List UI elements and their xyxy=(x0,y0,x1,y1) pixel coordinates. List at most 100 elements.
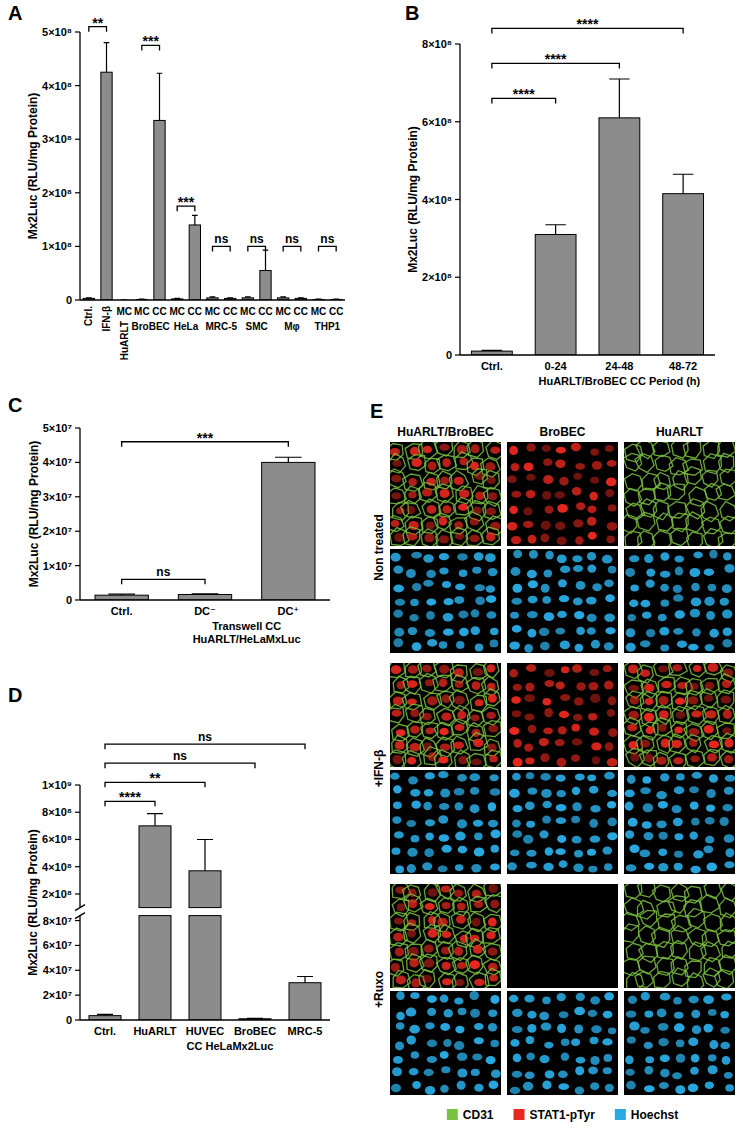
nucleus xyxy=(475,596,485,604)
nucleus xyxy=(560,565,570,573)
stained-nucleus xyxy=(571,754,580,762)
nucleus xyxy=(588,1010,597,1017)
nucleus xyxy=(393,566,403,574)
nucleus xyxy=(640,600,650,608)
stained-nucleus xyxy=(524,463,534,472)
cell-outline xyxy=(435,442,453,456)
significance-label: ** xyxy=(92,15,103,31)
stained-nucleus xyxy=(607,709,616,717)
nucleus xyxy=(488,1010,497,1017)
stained-nucleus xyxy=(422,488,432,496)
nucleus xyxy=(544,569,553,577)
bar xyxy=(139,826,171,908)
nucleus xyxy=(645,1056,654,1063)
nucleus xyxy=(604,642,614,650)
nucleus xyxy=(658,1038,668,1046)
nucleus xyxy=(541,789,552,798)
cell-outline xyxy=(689,663,706,677)
nucleus xyxy=(423,580,433,587)
category-label: MC xyxy=(205,306,221,317)
stained-nucleus xyxy=(571,443,581,451)
stained-nucleus xyxy=(488,492,497,500)
legend-label: CD31 xyxy=(463,1108,494,1122)
significance-label: ns xyxy=(156,565,170,579)
y-tick xyxy=(75,496,80,497)
plot-area xyxy=(471,79,703,355)
nucleus xyxy=(511,598,522,605)
stained-nucleus xyxy=(471,714,480,721)
nucleus xyxy=(557,611,567,618)
y-tick-label: 3×10⁸ xyxy=(42,133,72,145)
cell-outline xyxy=(688,928,707,947)
stained-nucleus xyxy=(407,757,416,765)
stained-nucleus xyxy=(555,739,565,746)
nucleus xyxy=(526,1053,535,1061)
nucleus xyxy=(646,579,655,587)
significance-bracket xyxy=(283,246,301,251)
stained-nucleus xyxy=(523,507,532,515)
nucleus xyxy=(604,614,615,622)
nucleus xyxy=(691,818,699,826)
nucleus xyxy=(439,641,448,649)
bar xyxy=(260,271,271,300)
stained-nucleus xyxy=(557,537,567,546)
stained-nucleus xyxy=(606,478,617,487)
nucleus xyxy=(590,1056,599,1065)
nucleus xyxy=(589,819,598,828)
cell-outline xyxy=(669,752,686,767)
stained-nucleus xyxy=(524,744,533,752)
nucleus xyxy=(561,1039,570,1046)
nucleus xyxy=(455,583,465,590)
nucleus xyxy=(526,850,536,857)
stained-nucleus xyxy=(487,476,496,484)
category-label: MC xyxy=(116,306,132,317)
micrograph xyxy=(507,884,618,988)
stained-nucleus xyxy=(608,504,617,511)
significance-label: ** xyxy=(150,770,161,786)
stained-nucleus xyxy=(425,903,435,910)
nucleus xyxy=(456,641,464,649)
y-tick xyxy=(75,599,80,600)
nucleus xyxy=(605,1084,614,1092)
stained-nucleus xyxy=(408,899,417,908)
cell-outline xyxy=(715,970,734,989)
category-label: HuARLT xyxy=(133,1025,176,1037)
nucleus xyxy=(486,611,496,618)
cell-outline xyxy=(626,943,643,959)
stained-nucleus xyxy=(439,678,448,687)
nucleus xyxy=(490,845,498,853)
nucleus xyxy=(692,1025,701,1034)
nucleus xyxy=(723,628,732,637)
nucleus xyxy=(490,788,501,796)
stained-nucleus xyxy=(511,463,520,471)
cell-outline xyxy=(470,896,487,912)
cell-outline xyxy=(483,488,501,507)
stained-nucleus xyxy=(511,536,521,544)
stained-nucleus xyxy=(439,444,450,451)
stained-nucleus xyxy=(722,680,731,688)
nucleus xyxy=(459,570,468,578)
stained-nucleus xyxy=(540,753,549,762)
nucleus xyxy=(439,803,449,810)
stained-nucleus xyxy=(458,756,468,764)
stained-nucleus xyxy=(407,929,416,938)
cell-outline xyxy=(653,531,672,546)
cell-outline xyxy=(390,704,404,723)
nucleus xyxy=(558,1071,568,1078)
micrograph-content xyxy=(509,664,617,767)
nucleus xyxy=(576,993,585,1001)
significance-label: **** xyxy=(577,16,599,32)
cell-outline xyxy=(449,690,469,711)
error-bar xyxy=(609,79,629,118)
nucleus xyxy=(573,565,583,572)
nucleus xyxy=(395,866,404,874)
nucleus xyxy=(454,788,465,796)
group-label-line: HuARLT/HeLaMxLuc xyxy=(193,633,301,645)
stained-nucleus xyxy=(423,446,432,454)
micrograph-content xyxy=(509,550,616,653)
nucleus xyxy=(628,614,636,621)
stained-nucleus xyxy=(410,726,420,734)
panel-letter: D xyxy=(8,684,22,706)
nucleus xyxy=(423,802,432,811)
nucleus xyxy=(588,866,597,873)
